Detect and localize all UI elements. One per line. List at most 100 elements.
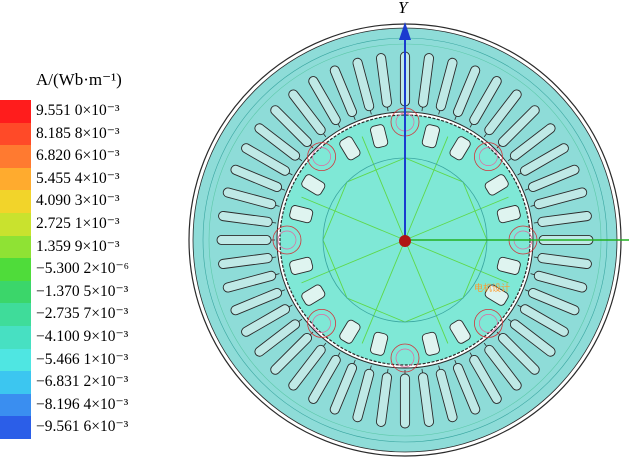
flux-loop xyxy=(307,308,337,338)
legend-swatch xyxy=(0,416,31,439)
legend-swatch xyxy=(0,145,31,168)
slot-opening xyxy=(387,107,389,112)
legend-entry: 2.725 1×10⁻³ xyxy=(0,213,185,236)
legend-entry: 9.551 0×10⁻³ xyxy=(0,100,185,123)
slot-opening xyxy=(369,110,372,115)
legend-entry: −6.831 2×10⁻³ xyxy=(0,371,185,394)
magnet-pocket xyxy=(496,256,521,275)
magnet-pocket xyxy=(421,124,440,149)
flux-loop xyxy=(312,314,331,333)
magnet-pocket xyxy=(301,284,326,306)
flux-loop xyxy=(395,348,415,368)
legend-swatch xyxy=(0,258,31,281)
stator-slot xyxy=(537,253,592,269)
legend-entry: −9.561 6×10⁻³ xyxy=(0,416,185,439)
slot-opening xyxy=(438,110,441,115)
stator-slot xyxy=(484,344,522,391)
stator-slot xyxy=(533,187,588,210)
legend-swatch xyxy=(0,100,31,123)
legend-swatch xyxy=(0,303,31,326)
stator-slot xyxy=(497,332,540,375)
legend-label: −5.300 2×10⁻⁶ xyxy=(36,260,130,278)
stator-slot xyxy=(288,344,326,391)
magnet-pocket xyxy=(484,174,509,196)
flux-loop xyxy=(473,308,503,338)
stator-slot xyxy=(537,211,592,227)
flux-loop xyxy=(473,142,503,172)
slot-opening xyxy=(353,359,356,364)
slot-opening xyxy=(275,204,280,207)
flux-line xyxy=(404,196,509,241)
legend-label: 5.455 4×10⁻³ xyxy=(36,169,120,187)
legend-label: −9.561 6×10⁻³ xyxy=(36,418,129,436)
magnet-pocket xyxy=(370,124,389,149)
legend-swatch xyxy=(0,393,31,417)
magnet-pocket xyxy=(370,331,389,356)
slot-opening xyxy=(272,256,277,258)
slot-opening xyxy=(469,352,473,357)
flux-loop xyxy=(479,147,498,166)
flux-line xyxy=(301,196,406,241)
slot-opening xyxy=(507,158,512,162)
slot-opening xyxy=(517,304,522,308)
slot-opening xyxy=(517,172,522,176)
flux-line xyxy=(361,136,406,241)
legend-entry: −8.196 4×10⁻³ xyxy=(0,393,185,417)
magnet-pocket xyxy=(289,256,314,275)
y-axis-label: Y xyxy=(398,0,409,17)
slot-opening xyxy=(337,352,341,357)
slot-opening xyxy=(524,188,529,191)
slot-opening xyxy=(272,222,277,224)
legend-label: −8.196 4×10⁻³ xyxy=(36,395,129,413)
slot-opening xyxy=(281,289,286,292)
stator-slot xyxy=(509,123,556,161)
slot-opening xyxy=(533,256,538,258)
slot-opening xyxy=(524,289,529,292)
stator-slot xyxy=(270,332,313,375)
slot-opening xyxy=(298,318,303,322)
legend-swatch xyxy=(0,122,31,146)
legend-entry: −1.370 5×10⁻³ xyxy=(0,280,185,304)
stator-slot xyxy=(509,319,556,357)
slot-opening xyxy=(298,158,303,162)
legend-label: −1.370 5×10⁻³ xyxy=(36,282,129,300)
legend-swatch xyxy=(0,190,31,213)
slot-opening xyxy=(454,359,457,364)
legend-swatch xyxy=(0,348,31,372)
legend-entry: 8.185 8×10⁻³ xyxy=(0,122,185,146)
legend-entry: 6.820 6×10⁻³ xyxy=(0,145,185,168)
slot-opening xyxy=(337,123,341,128)
slot-opening xyxy=(323,133,327,138)
flux-loop xyxy=(307,142,337,172)
slot-opening xyxy=(387,368,389,373)
legend-title: A/(Wb·m⁻¹) xyxy=(36,70,122,89)
axes: Y 电机设计 xyxy=(398,0,629,294)
legend-label: −4.100 9×10⁻³ xyxy=(36,328,129,345)
legend-swatch xyxy=(0,235,31,259)
legend-entry: −5.300 2×10⁻⁶ xyxy=(0,258,185,281)
watermark-text: 电机设计 xyxy=(474,282,510,294)
legend-swatch xyxy=(0,371,31,394)
legend-entry: −5.466 1×10⁻³ xyxy=(0,348,185,372)
magnet-pocket xyxy=(496,205,521,224)
slot-opening xyxy=(533,222,538,224)
legend-label: 6.820 6×10⁻³ xyxy=(36,147,120,165)
slot-opening xyxy=(421,368,423,373)
slot-opening xyxy=(469,123,473,128)
flux-line xyxy=(301,239,406,284)
legend-entry: −4.100 9×10⁻³ xyxy=(0,326,185,349)
slot-opening xyxy=(454,116,457,121)
stator-slot xyxy=(527,164,580,193)
y-axis-arrow xyxy=(399,22,411,40)
slot-opening xyxy=(483,133,487,138)
stator-slot xyxy=(399,373,411,429)
legend-label: 2.725 1×10⁻³ xyxy=(36,215,120,232)
magnet-pocket xyxy=(339,319,361,344)
legend-swatch xyxy=(0,326,31,349)
slot-opening xyxy=(438,365,441,370)
flux-line xyxy=(404,136,449,241)
color-legend: A/(Wb·m⁻¹) 9.551 0×10⁻³ 8.185 8×10⁻³ 6.820… xyxy=(0,0,185,458)
flux-line xyxy=(404,239,449,344)
origin-marker xyxy=(399,235,411,247)
